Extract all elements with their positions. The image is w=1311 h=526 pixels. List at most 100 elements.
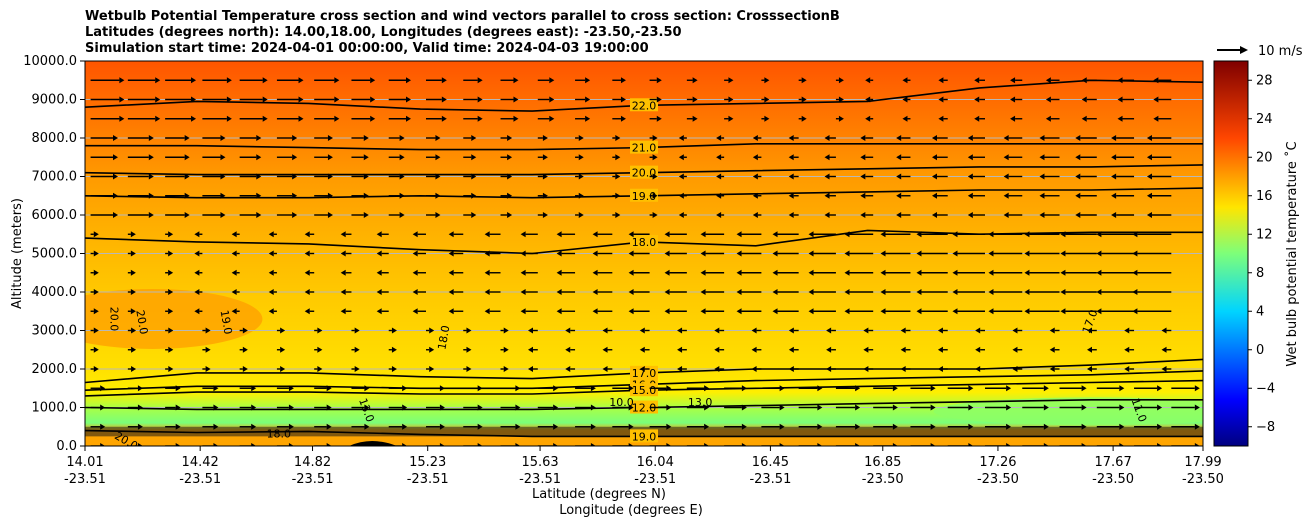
y-tick-label: 1000.0 (32, 401, 78, 416)
wind-arrowhead (205, 346, 211, 353)
wind-arrowhead (736, 250, 742, 257)
wind-arrowhead (112, 192, 118, 199)
wind-arrowhead (354, 346, 360, 353)
wind-arrowhead (615, 192, 621, 199)
wind-arrowhead (137, 443, 143, 446)
wind-arrowhead (664, 269, 670, 276)
wind-arrowhead (137, 423, 143, 430)
title-line-1: Wetbulb Potential Temperature cross sect… (85, 9, 840, 24)
wind-arrowhead (340, 308, 346, 315)
wind-arrowhead (1146, 212, 1152, 218)
wind-arrowhead (967, 135, 973, 141)
wind-arrowhead (880, 250, 886, 257)
wind-arrowhead (664, 231, 670, 238)
wind-arrowhead (1132, 289, 1138, 295)
wind-arrowhead (155, 96, 161, 103)
wind-arrowhead (268, 308, 274, 315)
wind-arrowhead (975, 346, 981, 353)
wind-arrowhead (863, 366, 869, 372)
wind-arrowhead (513, 96, 519, 103)
wind-arrowhead (242, 327, 248, 334)
wind-arrowhead (298, 115, 304, 122)
wind-arrowhead (974, 77, 980, 84)
wind-arrowhead (507, 212, 513, 218)
wind-arrowhead (590, 385, 596, 392)
wind-arrowhead (280, 327, 286, 334)
colorbar-tick-label: 8 (1256, 266, 1264, 281)
wind-arrowhead (527, 346, 533, 353)
wind-arrowhead (93, 366, 99, 372)
wind-arrowhead (788, 327, 794, 334)
wind-arrowhead (988, 250, 994, 257)
wind-arrowhead (1024, 231, 1030, 238)
wind-arrowhead (1081, 96, 1087, 103)
y-tick-label: 3000.0 (32, 324, 78, 339)
wind-arrowhead (704, 385, 710, 392)
wind-arrowhead (801, 115, 807, 122)
wind-arrowhead (578, 173, 584, 180)
wind-arrowhead (602, 327, 608, 334)
wind-arrowhead (520, 289, 526, 295)
wind-arrowhead (975, 327, 981, 334)
wind-arrowhead (1043, 423, 1049, 430)
x-tick-label-lat: 17.99 (1184, 455, 1221, 470)
wind-arrowhead (435, 154, 441, 161)
wind-arrowhead (1045, 115, 1051, 122)
wind-arrowhead (184, 154, 190, 161)
wind-arrowhead (194, 308, 200, 315)
wind-arrowhead (100, 385, 106, 392)
x-tick-label-lat: 16.45 (752, 455, 789, 470)
wind-arrowhead (205, 327, 211, 334)
wind-arrowhead (412, 308, 418, 315)
wind-arrowhead (700, 250, 706, 257)
wind-arrowhead (527, 327, 533, 334)
wind-arrowhead (1111, 135, 1117, 141)
wind-arrowhead (855, 404, 861, 411)
wind-arrowhead (628, 308, 634, 315)
wind-arrowhead (137, 385, 143, 392)
wind-arrowhead (652, 173, 658, 180)
wind-arrowhead (226, 96, 232, 103)
wind-arrowhead (900, 346, 906, 353)
wind-arrowhead (205, 366, 211, 372)
wind-arrowhead (1086, 346, 1092, 353)
wind-arrowhead (1157, 423, 1163, 430)
wind-arrowhead (788, 135, 794, 141)
wind-arrowhead (916, 250, 922, 257)
wind-arrowhead (399, 212, 405, 218)
wind-arrowhead (844, 289, 850, 295)
wind-arrowhead (304, 231, 310, 238)
wind-arrowhead (553, 385, 559, 392)
wind-arrowhead (1119, 443, 1125, 446)
wind-arrowhead (772, 231, 778, 238)
y-tick-label: 0.0 (56, 439, 77, 454)
wind-arrowhead (520, 250, 526, 257)
contour-label: 18.0 (435, 324, 452, 350)
wind-arrowhead (242, 346, 248, 353)
wind-arrowhead (779, 404, 785, 411)
x-tick-label-lon: -23.51 (179, 472, 221, 487)
wind-arrowhead (327, 154, 333, 161)
wind-arrowhead (1003, 173, 1009, 180)
wind-arrowhead (824, 192, 830, 199)
wind-arrowhead (406, 77, 412, 84)
wind-arrowhead (503, 366, 509, 372)
wind-arrowhead (376, 231, 382, 238)
wind-arrowhead (678, 135, 684, 141)
wind-arrowhead (826, 346, 832, 353)
wind-arrowhead (292, 173, 298, 180)
x-tick-label-lon: -23.50 (1182, 472, 1224, 487)
x-tick-label-lon: -23.51 (634, 472, 676, 487)
wind-arrowhead (327, 135, 333, 141)
wind-arrowhead (1060, 289, 1066, 295)
colorbar: 28 24 20 16 12 8 4 0 −4 −8 Wet bulb potential temp… (1213, 44, 1303, 447)
wind-arrowhead (615, 212, 621, 218)
wind-arrowhead (700, 231, 706, 238)
wind-arrowhead (1081, 115, 1087, 122)
wind-arrowhead (251, 423, 257, 430)
wind-arrowhead (844, 308, 850, 315)
wind-arrowhead (968, 385, 974, 392)
wind-arrowhead (628, 443, 634, 446)
wind-arrowhead (175, 443, 181, 446)
wind-arrowhead (148, 173, 154, 180)
